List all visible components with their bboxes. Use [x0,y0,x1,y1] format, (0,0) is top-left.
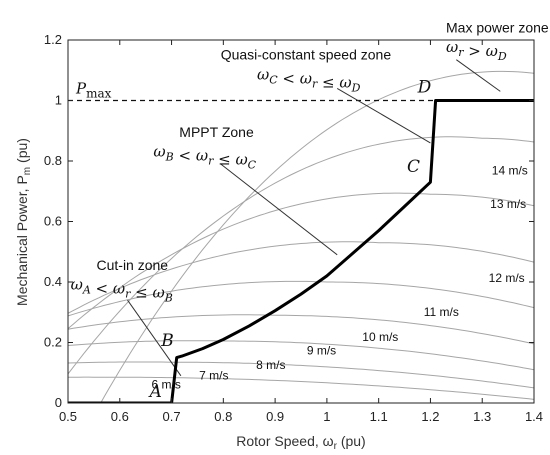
y-tick-label: 0.4 [44,274,62,289]
x-tick-label: 1.1 [370,409,388,424]
pmax-label: Pmax [75,80,112,101]
power-curve [68,314,534,345]
x-axis-title: Rotor Speed, ωr (pu) [236,433,365,452]
x-tick-label: 0.9 [266,409,284,424]
y-tick-label: 0.2 [44,335,62,350]
y-tick-label: 1.2 [44,32,62,47]
x-axis-ticks: 0.5 0.6 0.7 0.8 0.9 1 1.1 1.2 1.3 1.4 [59,40,543,424]
x-tick-label: 0.7 [163,409,181,424]
operating-curve [68,99,534,403]
x-tick-label: 1.2 [421,409,439,424]
zone-title: MPPT Zone [179,124,254,140]
power-curve [68,241,534,314]
wind-speed-label: 9 m/s [307,344,336,358]
point-label: B [160,331,174,351]
x-tick-label: 1 [323,409,330,424]
pmax-line-group: Pmax [68,80,436,102]
x-tick-label: 0.8 [214,409,232,424]
power-curve [68,376,534,400]
y-axis-ticks: 0 0.2 0.4 0.6 0.8 1 1.2 [44,32,534,410]
zone-arrow [220,163,338,256]
x-tick-label: 1.3 [473,409,491,424]
power-curve [68,192,534,329]
y-axis-title: Mechanical Power, Pm (pu) [14,138,33,306]
x-tick-label: 1.4 [525,409,543,424]
y-tick-label: 0.6 [44,214,62,229]
wind-speed-label: 12 m/s [489,271,525,285]
zone-title: Cut-in zone [97,257,169,273]
y-tick-label: 1 [55,93,62,108]
y-tick-label: 0.8 [44,153,62,168]
zone-arrow [456,59,501,92]
zone-annotations: Cut-in zone ωA < ωr ≤ ωB MPPT Zone ωB < ωr … [71,19,549,304]
operating-point-labels: A B C D [148,78,432,403]
power-curve [68,361,534,389]
wind-speed-label: 11 m/s [424,305,459,319]
zone-condition: ωA < ωr ≤ ωB [71,276,173,305]
wind-speed-label: 8 m/s [256,358,285,372]
wind-speed-label: 14 m/s [492,164,528,178]
wind-speed-label: 6 m/s [152,378,181,392]
power-curves [68,70,534,403]
wind-speed-label: 13 m/s [490,197,526,211]
power-curve [68,136,534,375]
power-curve [68,280,534,317]
zone-title: Max power zone [446,19,549,35]
wind-speed-labels: 6 m/s 7 m/s 8 m/s 9 m/s 10 m/s 11 m/s 12 m/s 13… [152,164,528,392]
zone-condition: ωB < ωr ≤ ωC [153,143,256,172]
x-tick-label: 0.5 [59,409,77,424]
plot-frame [67,39,535,404]
power-curve [100,70,534,403]
zone-condition: ωr > ωD [446,38,507,63]
point-label: C [407,157,420,177]
zone-arrow [127,299,182,377]
zone-title: Quasi-constant speed zone [221,47,392,63]
operating-curve-group [68,99,534,403]
x-tick-label: 0.6 [111,409,129,424]
zone-condition: ωC < ωr ≤ ωD [257,65,361,94]
point-label: A [148,382,162,402]
power-curve [68,340,534,371]
wind-speed-label: 10 m/s [362,330,398,344]
zone-arrows [127,59,501,377]
wind-speed-label: 7 m/s [199,369,228,383]
zone-arrow [336,87,431,144]
point-label: D [417,78,432,98]
y-tick-label: 0 [55,395,62,410]
